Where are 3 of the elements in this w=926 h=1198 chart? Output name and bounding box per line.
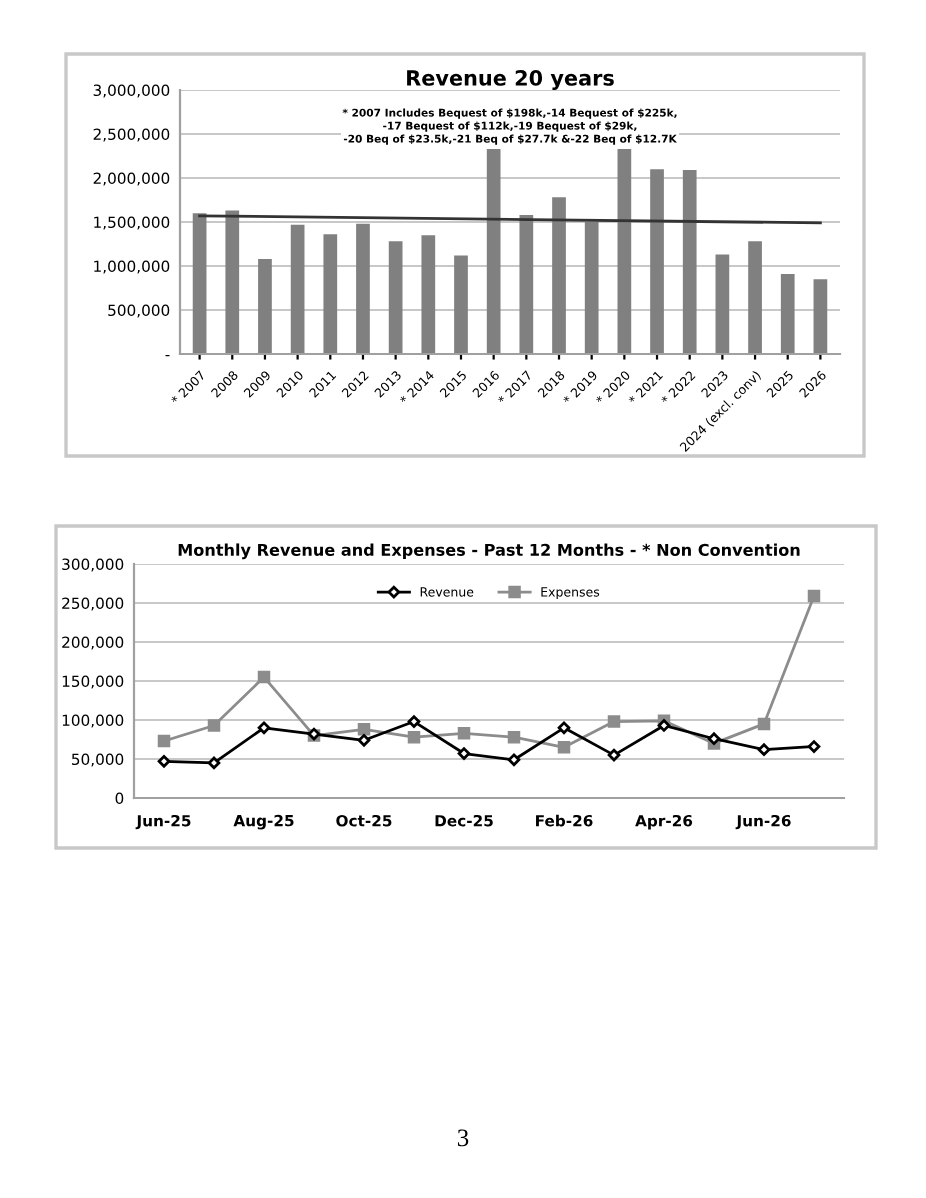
chart-title: Monthly Revenue and Expenses - Past 12 Months - * Non Convention [178, 543, 800, 560]
chart-title: Revenue 20 years [407, 70, 614, 90]
text: 3 [457, 1129, 469, 1147]
